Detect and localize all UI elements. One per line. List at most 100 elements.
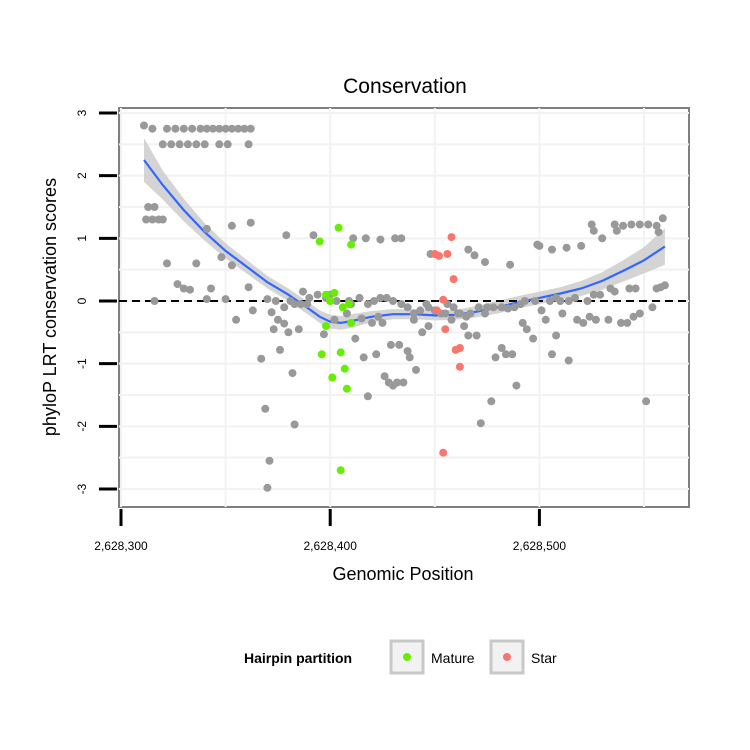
point-other (652, 221, 661, 230)
point-other (144, 203, 153, 211)
point-star (443, 250, 452, 258)
point-other (378, 318, 387, 327)
point-star (435, 251, 443, 260)
point-other (604, 315, 613, 324)
point-other (376, 293, 385, 302)
legend-label-star: Star (531, 650, 557, 666)
point-other (142, 215, 151, 224)
point-other (246, 124, 255, 133)
point-other (282, 231, 291, 240)
point-other (280, 303, 289, 312)
point-other (571, 293, 579, 302)
point-other (163, 259, 171, 268)
point-star (441, 325, 450, 334)
point-mature (334, 223, 343, 232)
point-other (497, 303, 506, 312)
smooth-trend-line (143, 159, 666, 325)
point-other (625, 284, 634, 293)
y-tick-label: 3 (75, 109, 89, 116)
point-mature (345, 300, 353, 309)
y-tick-label: 0 (75, 297, 89, 304)
point-mature (342, 384, 351, 393)
point-other (372, 350, 381, 359)
point-other (619, 221, 628, 230)
point-other (412, 365, 420, 374)
point-other (179, 124, 188, 133)
point-other (382, 293, 391, 302)
y-tick-label: -1 (75, 358, 89, 369)
point-other (192, 140, 201, 149)
point-other (403, 347, 412, 356)
point-star (451, 345, 460, 354)
point-other (472, 331, 481, 340)
point-other (564, 297, 573, 305)
point-mature (315, 237, 324, 246)
point-other (150, 297, 159, 305)
point-other (186, 285, 194, 294)
point-other (351, 334, 360, 343)
point-other (244, 140, 253, 149)
legend-dot-star (503, 653, 511, 661)
point-other (192, 259, 201, 268)
point-other (416, 306, 425, 315)
point-other (424, 303, 433, 312)
x-axis-label: Genomic Position (332, 564, 473, 584)
y-tick-label: 1 (75, 235, 89, 242)
point-other (476, 419, 485, 428)
point-other (246, 218, 255, 227)
point-other (286, 297, 295, 305)
point-other (474, 303, 483, 312)
point-other (642, 397, 651, 406)
point-other (267, 308, 276, 317)
point-other (342, 309, 351, 318)
point-other (424, 322, 433, 331)
point-other (397, 300, 406, 309)
point-other (617, 318, 625, 327)
point-other (552, 331, 561, 340)
point-other (481, 309, 489, 318)
point-star (449, 275, 458, 284)
point-other (171, 124, 180, 133)
point-other (393, 378, 402, 387)
point-other (263, 295, 272, 304)
point-mature (338, 303, 347, 312)
legend-label-mature: Mature (431, 650, 475, 666)
point-other (290, 420, 299, 429)
point-other (589, 226, 598, 235)
point-other (376, 235, 385, 244)
point-other (248, 306, 257, 315)
point-other (244, 283, 253, 292)
point-other (462, 312, 471, 321)
point-other (447, 315, 456, 324)
point-other (627, 220, 636, 229)
point-other (501, 350, 510, 359)
y-axis-label: phyloP LRT conservation scores (40, 178, 60, 436)
point-mature (322, 322, 330, 331)
chart-title: Conservation (343, 75, 467, 98)
point-other (573, 315, 582, 324)
point-other (631, 284, 640, 293)
legend-dot-mature (403, 653, 411, 661)
point-other (535, 241, 544, 250)
x-axis: 2,628,300 2,628,400 2,628,500 (94, 509, 566, 553)
point-other (606, 284, 615, 293)
point-other (271, 297, 280, 305)
data-points (140, 121, 669, 492)
point-other (656, 283, 665, 292)
point-other (587, 220, 596, 229)
point-mature (317, 350, 326, 359)
confidence-band (144, 138, 665, 330)
point-other (227, 221, 236, 230)
point-other (516, 300, 525, 309)
point-other (623, 318, 632, 327)
point-other (405, 353, 414, 362)
point-other (449, 303, 458, 312)
point-mature (326, 297, 335, 305)
point-other (209, 124, 217, 133)
point-other (612, 226, 621, 235)
point-other (512, 381, 521, 390)
point-other (148, 215, 157, 224)
point-other (648, 303, 657, 312)
point-other (280, 319, 289, 328)
